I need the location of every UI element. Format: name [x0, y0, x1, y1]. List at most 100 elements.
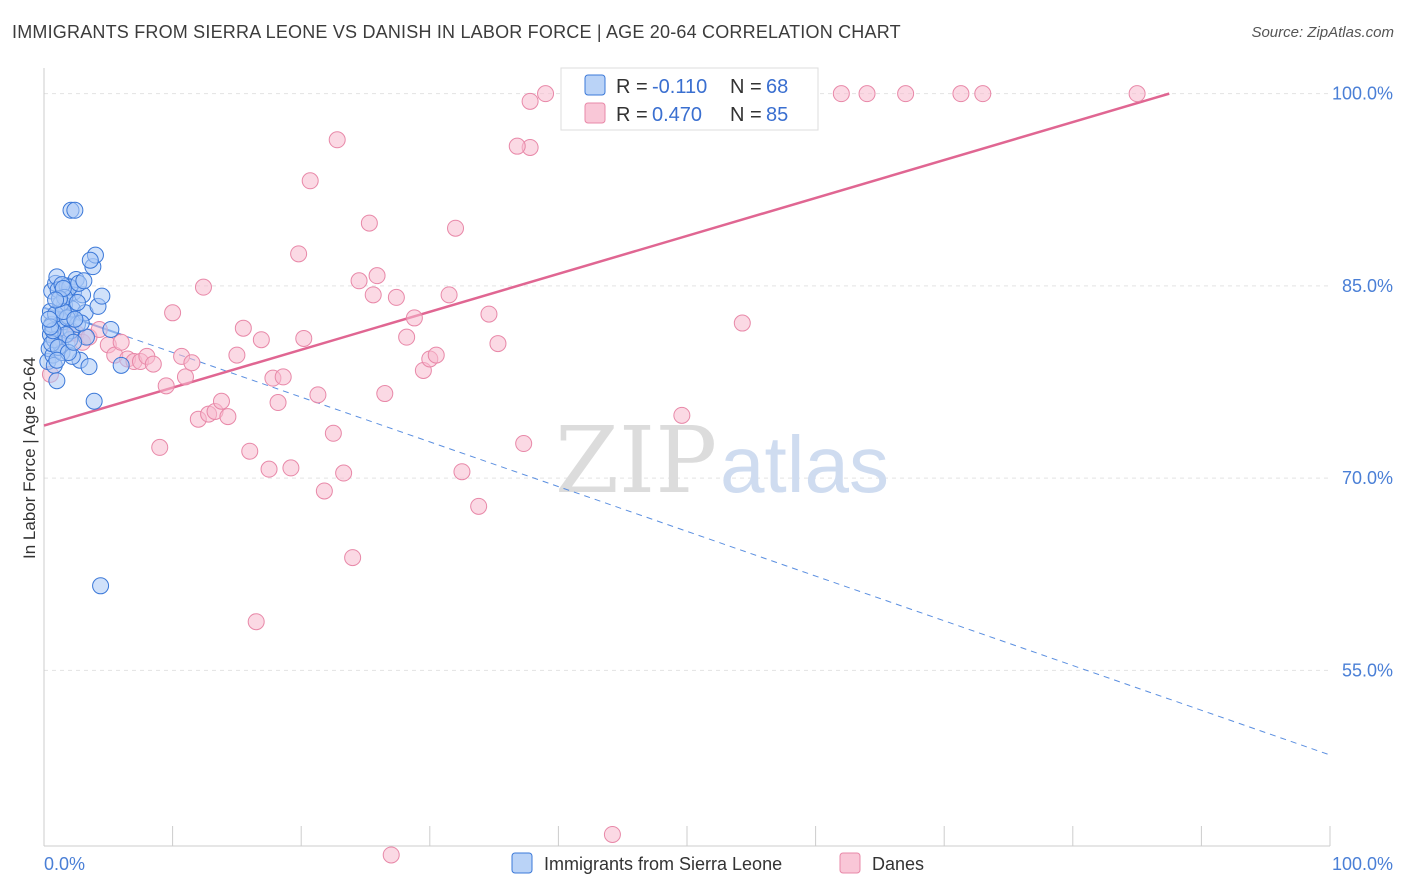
watermark: ZIP atlas [555, 407, 889, 514]
point-danes-64 [515, 435, 533, 453]
legend-n-label-2: N = [730, 104, 762, 126]
legend-r-value-1: -0.110 [652, 76, 707, 98]
point-danes-22 [194, 278, 212, 296]
point-danes-25 [212, 392, 230, 410]
point-danes-68 [603, 825, 621, 843]
bottom-legend-label-pink: Danes [872, 854, 924, 874]
point-danes-34 [269, 394, 287, 412]
point-danes-77 [974, 85, 992, 103]
point-danes-76 [952, 85, 970, 103]
source-label: Source: ZipAtlas.com [1251, 24, 1394, 41]
point-danes-82 [673, 406, 691, 424]
point-sierra-leone-38 [48, 372, 66, 390]
y-tick-label-0: 55.0% [1342, 660, 1393, 680]
bottom-legend-label-blue: Immigrants from Sierra Leone [544, 854, 782, 874]
point-danes-50 [376, 385, 394, 403]
legend-n-label-1: N = [730, 76, 762, 98]
x-tick-label-min: 0.0% [44, 854, 85, 874]
point-sierra-leone-67 [47, 291, 65, 309]
point-danes-47 [360, 214, 378, 232]
point-danes-20 [183, 354, 201, 372]
point-danes-61 [470, 497, 488, 515]
point-danes-30 [247, 613, 265, 631]
point-sierra-leone-66 [75, 272, 93, 290]
point-danes-15 [151, 438, 169, 456]
point-danes-27 [228, 346, 246, 364]
point-danes-44 [335, 464, 353, 482]
point-danes-42 [324, 424, 342, 442]
point-danes-39 [301, 172, 319, 190]
point-danes-40 [309, 386, 327, 404]
point-danes-78 [1128, 85, 1146, 103]
y-tick-label-2: 85.0% [1342, 276, 1393, 296]
trend-line-danes [43, 92, 1170, 427]
point-danes-16 [157, 377, 175, 395]
legend-n-value-2: 85 [766, 104, 788, 126]
bottom-legend: Immigrants from Sierra Leone Danes [511, 852, 924, 874]
point-danes-53 [398, 328, 416, 346]
point-sierra-leone-35 [66, 201, 84, 219]
chart-title: IMMIGRANTS FROM SIERRA LEONE VS DANISH I… [12, 22, 901, 42]
point-danes-45 [344, 549, 362, 567]
point-danes-36 [282, 459, 300, 477]
bottom-legend-swatch-blue [511, 852, 533, 874]
legend-box: R = -0.110 N = 68 R = 0.470 N = 85 [560, 67, 819, 131]
point-danes-80 [521, 92, 539, 110]
point-danes-14 [144, 355, 162, 373]
point-danes-46 [350, 272, 368, 290]
point-sierra-leone-55 [66, 310, 84, 328]
point-danes-32 [260, 460, 278, 478]
point-danes-29 [241, 442, 259, 460]
point-danes-28 [234, 319, 252, 337]
point-danes-73 [832, 85, 850, 103]
point-danes-74 [858, 85, 876, 103]
point-danes-9 [112, 333, 130, 351]
watermark-atlas: atlas [720, 420, 889, 509]
point-danes-19 [176, 368, 194, 386]
point-danes-52 [387, 288, 405, 306]
point-danes-54 [405, 309, 423, 327]
point-sierra-leone-33 [81, 251, 99, 269]
point-sierra-leone-61 [112, 356, 130, 374]
point-sierra-leone-63 [40, 310, 58, 328]
y-tick-label-1: 70.0% [1342, 468, 1393, 488]
point-danes-26 [219, 408, 237, 426]
point-danes-17 [164, 304, 182, 322]
point-danes-60 [453, 463, 471, 481]
point-danes-62 [480, 305, 498, 323]
point-danes-51 [382, 846, 400, 864]
legend-r-value-2: 0.470 [652, 104, 702, 126]
point-sierra-leone-37 [92, 577, 110, 595]
point-sierra-leone-60 [102, 320, 120, 338]
point-sierra-leone-59 [68, 294, 86, 312]
y-tick-label-3: 100.0% [1332, 84, 1393, 104]
tick-labels: 55.0% 70.0% 85.0% 100.0% 0.0% 100.0% [44, 84, 1393, 874]
legend-swatch-pink [584, 102, 606, 124]
watermark-zip: ZIP [555, 407, 717, 514]
point-sierra-leone-62 [48, 351, 66, 369]
point-danes-48 [364, 286, 382, 304]
grid-lines [44, 93, 1330, 671]
point-danes-37 [290, 245, 308, 263]
point-danes-43 [328, 131, 346, 149]
point-danes-38 [295, 329, 313, 347]
point-sierra-leone-32 [93, 287, 111, 305]
point-danes-75 [897, 85, 915, 103]
trend-line-sierra-leone [43, 307, 1331, 756]
point-danes-31 [252, 331, 270, 349]
point-sierra-leone-36 [85, 392, 103, 410]
axes [43, 68, 1331, 847]
point-danes-63 [489, 335, 507, 353]
point-sierra-leone-28 [80, 358, 98, 376]
point-danes-35 [274, 368, 292, 386]
point-danes-66 [537, 85, 555, 103]
y-axis-label: In Labor Force | Age 20-64 [20, 357, 39, 559]
legend-swatch-blue [584, 74, 606, 96]
point-danes-83 [733, 314, 751, 332]
legend-r-label-2: R = [616, 104, 648, 126]
point-danes-41 [315, 482, 333, 500]
data-points [39, 85, 1146, 864]
point-danes-79 [508, 137, 526, 155]
x-tick-label-max: 100.0% [1332, 854, 1393, 874]
